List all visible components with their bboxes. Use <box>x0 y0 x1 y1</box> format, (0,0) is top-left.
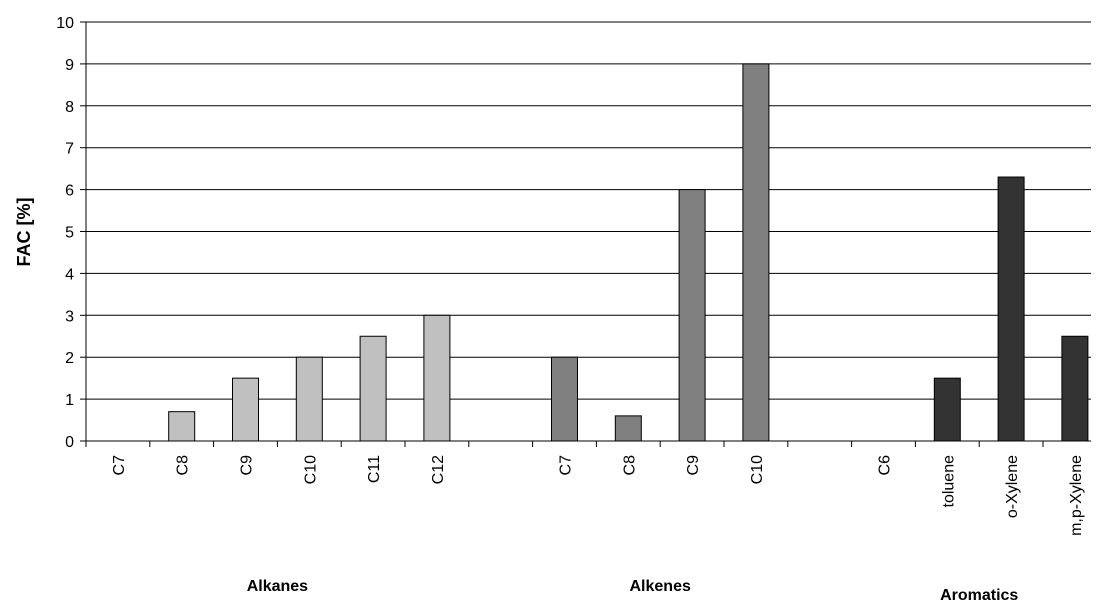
bar-alkanes-c11 <box>359 335 387 442</box>
group-label-aromatics: Aromatics <box>940 587 1018 604</box>
x-tick-label: C8 <box>621 455 638 476</box>
y-axis-title: FAC [%] <box>14 198 34 267</box>
y-tick-label: 6 <box>65 183 74 200</box>
gridlines <box>86 21 1091 400</box>
y-tick-label: 10 <box>56 15 74 32</box>
x-tick-label: C6 <box>877 455 894 476</box>
x-tick-label: C10 <box>749 455 766 484</box>
y-tick-label: 9 <box>65 57 74 74</box>
bar-alkanes-c8 <box>168 411 196 442</box>
bar-alkenes-c9 <box>678 189 706 442</box>
y-tick-label: 4 <box>65 266 74 283</box>
y-tick-label: 3 <box>65 308 74 325</box>
y-tick-label: 8 <box>65 99 74 116</box>
group-labels: Alkanes Alkenes Aromatics <box>247 578 1019 604</box>
y-tick-label: 1 <box>65 392 74 409</box>
x-tick-labels: C7 C8 C9 C10 C11 C12 C7 C8 C9 C10 C6 toluene o-Xylen… <box>111 455 1085 536</box>
bar-aromatics-toluene <box>933 377 961 442</box>
bar-alkanes-c10 <box>295 356 323 442</box>
x-tick-label: C9 <box>685 455 702 476</box>
x-tick-label: C11 <box>366 455 383 483</box>
y-tick-label: 7 <box>65 141 74 158</box>
group-label-alkenes: Alkenes <box>630 578 691 595</box>
y-tick-label: 0 <box>65 434 74 451</box>
x-tick-label: C9 <box>239 455 256 476</box>
x-tick-label: C8 <box>175 455 192 476</box>
x-tick-label: o-Xylene <box>1004 455 1021 518</box>
x-tick-label: C12 <box>430 455 447 484</box>
x-tick-label: toluene <box>940 455 957 508</box>
x-tick-label: C7 <box>558 455 575 476</box>
x-tick-label: C10 <box>302 455 319 484</box>
group-label-alkanes: Alkanes <box>247 578 308 595</box>
bar-alkenes-c10 <box>742 63 770 442</box>
bar-alkenes-c8 <box>614 415 642 442</box>
bar-aromatics-o-xylene <box>997 176 1025 442</box>
bar-alkanes-c12 <box>423 314 451 442</box>
y-tick-labels: 0 1 2 3 4 5 6 7 8 9 10 <box>56 15 74 451</box>
axes <box>80 21 1091 447</box>
bars <box>168 63 1089 442</box>
y-tick-label: 5 <box>65 225 74 242</box>
x-tick-label: m,p-Xylene <box>1068 455 1085 536</box>
bar-alkanes-c9 <box>232 377 259 442</box>
bar-alkenes-c7 <box>551 356 578 442</box>
y-tick-label: 2 <box>65 350 74 367</box>
x-tick-label: C7 <box>111 455 128 476</box>
bar-aromatics-m-p-xylene <box>1061 335 1089 442</box>
